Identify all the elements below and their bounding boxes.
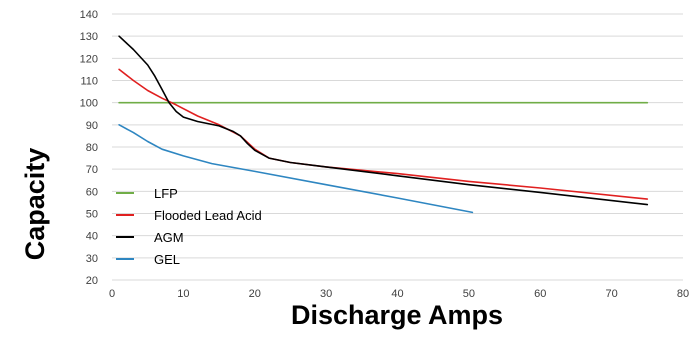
x-tick-label: 10 bbox=[177, 288, 189, 300]
y-tick-label: 140 bbox=[80, 9, 98, 21]
y-tick-label: 90 bbox=[86, 120, 98, 132]
x-tick-label: 60 bbox=[534, 288, 546, 300]
y-tick-label: 80 bbox=[86, 142, 98, 154]
legend-label: Flooded Lead Acid bbox=[154, 208, 262, 223]
x-tick-label: 20 bbox=[249, 288, 261, 300]
legend-label: LFP bbox=[154, 186, 178, 201]
y-tick-label: 100 bbox=[80, 98, 98, 110]
series-line-agm bbox=[118, 35, 649, 206]
x-axis-tick-labels: 0 10 20 30 40 50 60 70 80 bbox=[109, 288, 689, 300]
y-axis-tick-labels: 20 30 40 50 60 70 80 90 100 110 120 130 140 bbox=[80, 9, 98, 287]
x-axis-title: Discharge Amps bbox=[291, 300, 503, 330]
series-line-flooded-lead-acid bbox=[118, 68, 649, 200]
y-tick-label: 120 bbox=[80, 53, 98, 65]
y-tick-label: 20 bbox=[86, 275, 98, 287]
legend-label: GEL bbox=[154, 252, 180, 267]
y-tick-label: 50 bbox=[86, 209, 98, 221]
x-tick-label: 30 bbox=[320, 288, 332, 300]
series-line-gel bbox=[118, 124, 474, 214]
y-tick-label: 70 bbox=[86, 164, 98, 176]
x-tick-label: 0 bbox=[109, 288, 115, 300]
legend: LFP Flooded Lead Acid AGM GEL bbox=[116, 186, 262, 267]
y-tick-label: 130 bbox=[80, 31, 98, 43]
series-lines bbox=[118, 35, 649, 214]
y-tick-label: 110 bbox=[80, 76, 98, 88]
y-tick-label: 30 bbox=[86, 253, 98, 265]
y-axis-title: Capacity bbox=[20, 148, 50, 261]
gridlines bbox=[112, 13, 683, 281]
x-tick-label: 50 bbox=[463, 288, 475, 300]
x-tick-label: 70 bbox=[606, 288, 618, 300]
x-tick-label: 40 bbox=[391, 288, 403, 300]
x-tick-label: 80 bbox=[677, 288, 689, 300]
y-tick-label: 40 bbox=[86, 231, 98, 243]
y-tick-label: 60 bbox=[86, 186, 98, 198]
legend-label: AGM bbox=[154, 230, 184, 245]
